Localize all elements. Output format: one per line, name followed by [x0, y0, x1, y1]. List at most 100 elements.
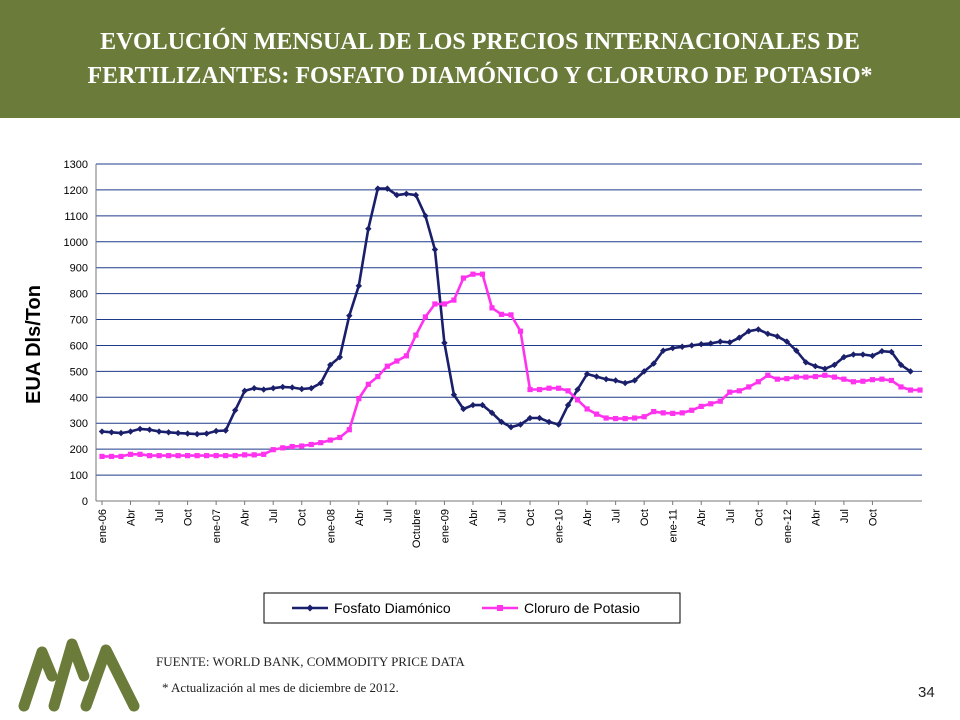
x-tick-label: ene-08 [325, 509, 337, 543]
x-tick-label: Abr [240, 509, 252, 526]
data-point [460, 275, 467, 281]
data-point [261, 451, 267, 457]
x-tick-label: Abr [696, 509, 708, 526]
x-tick-label: Jul [839, 509, 851, 523]
data-point [165, 429, 172, 436]
data-point [375, 373, 381, 380]
data-point [669, 344, 676, 352]
data-point [517, 421, 524, 428]
data-point [251, 452, 257, 458]
data-point [117, 429, 125, 437]
data-point [223, 453, 229, 459]
data-point [565, 388, 571, 394]
x-tick-label: Jul [496, 509, 508, 523]
data-point [98, 428, 106, 435]
data-point [155, 428, 163, 435]
data-point [212, 427, 220, 435]
data-point [308, 441, 314, 448]
data-point [831, 374, 837, 380]
data-point [279, 383, 286, 391]
data-point [850, 379, 857, 385]
logo-stroke-right [80, 644, 140, 712]
data-point [184, 430, 191, 437]
data-point [621, 379, 629, 387]
data-point [194, 453, 200, 459]
data-point [479, 271, 486, 277]
data-point [431, 246, 439, 253]
y-tick-label: 1000 [64, 237, 88, 249]
x-tick-label: Oct [639, 509, 651, 526]
data-point [327, 437, 333, 443]
slide-title-line-1: EVOLUCIÓN MENSUAL DE LOS PRECIOS INTERNA… [100, 29, 860, 55]
organization-logo [18, 638, 140, 712]
data-point [698, 340, 705, 348]
x-tick-label: Octubre [411, 509, 423, 548]
data-point [679, 343, 686, 350]
data-point [346, 427, 352, 433]
data-point [632, 415, 638, 421]
data-point [783, 338, 791, 345]
data-point [270, 385, 277, 392]
data-point [422, 314, 428, 320]
data-point [432, 301, 438, 307]
y-tick-label: 0 [82, 496, 88, 508]
data-point [688, 342, 695, 349]
data-point [479, 401, 486, 409]
y-tick-label: 300 [70, 418, 88, 430]
data-point [755, 326, 762, 333]
x-tick-label: Abr [468, 509, 480, 526]
data-point [298, 385, 305, 393]
x-tick-label: Abr [810, 509, 822, 526]
data-point [812, 363, 819, 370]
data-point [670, 410, 676, 416]
x-tick-label: ene-07 [211, 509, 223, 543]
data-point [803, 374, 809, 380]
data-point [651, 408, 657, 415]
data-point [308, 385, 315, 392]
data-point [850, 351, 857, 358]
data-point [526, 414, 534, 422]
data-point [717, 338, 724, 345]
data-point [689, 407, 695, 413]
data-point [508, 312, 514, 318]
data-point [412, 191, 420, 199]
data-point [242, 452, 248, 458]
data-point [280, 445, 286, 451]
data-point [241, 387, 248, 395]
data-point [613, 415, 619, 422]
data-point [764, 330, 772, 337]
data-point [403, 353, 409, 359]
data-point [574, 397, 581, 403]
data-point [659, 347, 667, 354]
data-point [156, 453, 162, 459]
x-tick-label: Abr [126, 509, 138, 526]
data-point [146, 453, 153, 459]
data-point [660, 410, 666, 416]
data-point [108, 429, 115, 436]
data-point [517, 328, 524, 334]
y-tick-label: 700 [70, 315, 88, 327]
data-point [917, 387, 923, 393]
data-point [365, 381, 371, 387]
legend-marker [497, 605, 503, 611]
data-point [859, 351, 867, 358]
x-tick-label: Oct [867, 509, 879, 526]
data-point [593, 373, 600, 380]
data-point [108, 453, 115, 460]
data-point [536, 386, 543, 393]
x-tick-label: ene-09 [439, 509, 451, 543]
data-point [193, 430, 201, 438]
data-point [745, 328, 752, 335]
data-point [641, 414, 647, 420]
y-tick-label: 500 [70, 366, 88, 378]
update-note: * Actualización al mes de diciembre de 2… [162, 680, 399, 695]
data-point [289, 443, 295, 450]
y-tick-label: 800 [70, 289, 88, 301]
data-point [536, 414, 543, 422]
data-point [612, 377, 619, 384]
data-point [355, 282, 363, 290]
x-tick-label: Jul [268, 509, 280, 523]
data-point [841, 376, 847, 382]
data-point [165, 453, 172, 459]
data-point [888, 348, 895, 356]
